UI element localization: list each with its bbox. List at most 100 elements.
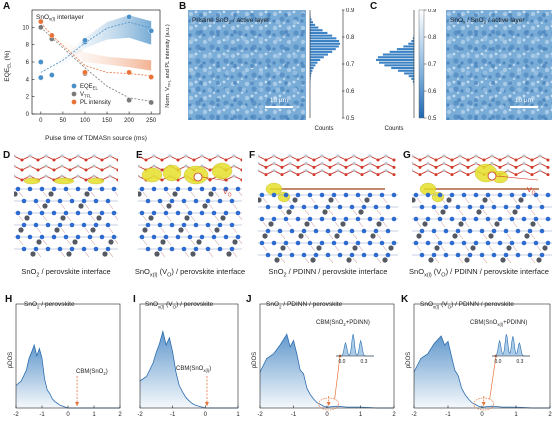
perovskite-atom xyxy=(313,228,319,234)
perovskite-atom xyxy=(473,216,479,222)
perovskite-atom xyxy=(283,192,289,198)
sno2-atom xyxy=(100,168,104,172)
pdos-fill xyxy=(140,331,238,408)
sno2-atom xyxy=(442,161,446,165)
organic-cation-bond xyxy=(382,221,388,228)
sno2-atom xyxy=(368,169,372,173)
perovskite-atom xyxy=(15,234,21,240)
perovskite-atom xyxy=(367,216,373,222)
perovskite-atom xyxy=(111,234,117,240)
perovskite-atom xyxy=(391,240,397,246)
perovskite-atom xyxy=(277,204,283,210)
organic-cation-bond xyxy=(108,251,114,258)
hist-bar xyxy=(310,15,311,18)
organic-cation-bond xyxy=(160,227,166,234)
sno2-atom xyxy=(498,158,502,162)
organic-cation-bond xyxy=(18,239,24,246)
organic-cation-bond xyxy=(114,191,118,197)
perovskite-atom xyxy=(307,216,313,222)
inset-tick-label: 0.3 xyxy=(361,359,368,365)
sn-atom xyxy=(30,251,36,257)
sno2-atom xyxy=(152,164,156,168)
organic-cation-bond xyxy=(458,257,464,264)
sno2-atom xyxy=(522,154,526,158)
perovskite-atom xyxy=(343,192,349,198)
organic-cation-bond xyxy=(482,233,488,240)
organic-cation-bond xyxy=(142,239,148,246)
sn-atom xyxy=(416,233,422,239)
sn-atom xyxy=(518,197,524,203)
organic-cation-bond xyxy=(36,251,42,258)
a-xtick-label: 250 xyxy=(146,118,157,124)
perovskite-atom xyxy=(157,198,163,204)
sno2-atom xyxy=(272,169,276,173)
organic-cation-bond xyxy=(488,221,494,228)
perovskite-atom xyxy=(515,204,521,210)
perovskite-atom xyxy=(361,252,367,258)
pdos-xtick-label: -2 xyxy=(411,412,417,418)
perovskite-atom xyxy=(379,192,385,198)
sno2-bond xyxy=(258,170,395,176)
perovskite-atom xyxy=(349,252,355,258)
a-trend-bands xyxy=(40,15,152,102)
hist-bar xyxy=(310,50,333,53)
perovskite-atom xyxy=(235,234,241,240)
sno2-atom xyxy=(466,158,470,162)
perovskite-atom xyxy=(93,246,99,252)
a-pl-trend xyxy=(40,22,152,77)
sn-atom xyxy=(54,227,60,233)
organic-cation-bond xyxy=(334,245,340,252)
sno2-atom xyxy=(264,165,268,169)
sno2-atom xyxy=(360,165,364,169)
sn-atom xyxy=(214,227,220,233)
perovskite-atom xyxy=(425,192,431,198)
sno2-atom xyxy=(280,165,284,169)
perovskite-atom xyxy=(467,204,473,210)
perovskite-atom xyxy=(193,222,199,228)
cbar-tick-label: 0.5 xyxy=(428,116,437,121)
sno2-atom xyxy=(458,161,462,165)
organic-cation-bond xyxy=(286,221,292,228)
sn-atom xyxy=(142,227,148,233)
organic-cation-bond xyxy=(358,245,364,252)
organic-cation-bond xyxy=(304,233,310,240)
sno2-atom xyxy=(92,174,96,178)
perovskite-atom xyxy=(193,198,199,204)
perovskite-atom xyxy=(419,252,425,258)
pdos-fill xyxy=(260,334,394,408)
sno2-atom xyxy=(116,158,118,162)
sno2-atom xyxy=(360,173,364,177)
sn-atom xyxy=(48,191,54,197)
sno2-atom xyxy=(384,161,388,165)
perovskite-atom xyxy=(367,192,373,198)
perovskite-atom xyxy=(295,216,301,222)
sno2-atom xyxy=(258,154,260,158)
organic-cation-bond xyxy=(536,245,542,252)
perovskite-atom xyxy=(169,222,175,228)
panel-letter-k: K xyxy=(401,294,409,305)
a-xtick-label: 200 xyxy=(124,118,135,124)
organic-cation-bond xyxy=(530,209,536,216)
sno2-atom xyxy=(296,165,300,169)
sn-atom xyxy=(440,209,446,215)
perovskite-atom xyxy=(199,186,205,192)
hist-bar xyxy=(396,48,414,51)
sno2-atom xyxy=(506,154,510,158)
a-pl-band xyxy=(40,27,152,71)
perovskite-atom xyxy=(379,216,385,222)
j-cbm-label: CBM(SnO2+PDINN) xyxy=(316,320,370,328)
inset-pointer xyxy=(334,355,341,400)
sno2-atom xyxy=(36,168,40,172)
isosurface xyxy=(277,191,291,203)
organic-cation-bond xyxy=(60,203,66,210)
sn-atom xyxy=(506,245,512,251)
perovskite-atom xyxy=(87,210,93,216)
a-point-2 xyxy=(38,18,44,25)
sn-atom xyxy=(196,239,202,245)
pdos-line xyxy=(413,335,550,409)
perovskite-atom xyxy=(145,198,151,204)
perovskite-atom xyxy=(33,198,39,204)
hist-ytick-label: 0.7 xyxy=(346,62,355,68)
hist-bar xyxy=(310,48,336,51)
panel-d-structure xyxy=(14,154,118,258)
